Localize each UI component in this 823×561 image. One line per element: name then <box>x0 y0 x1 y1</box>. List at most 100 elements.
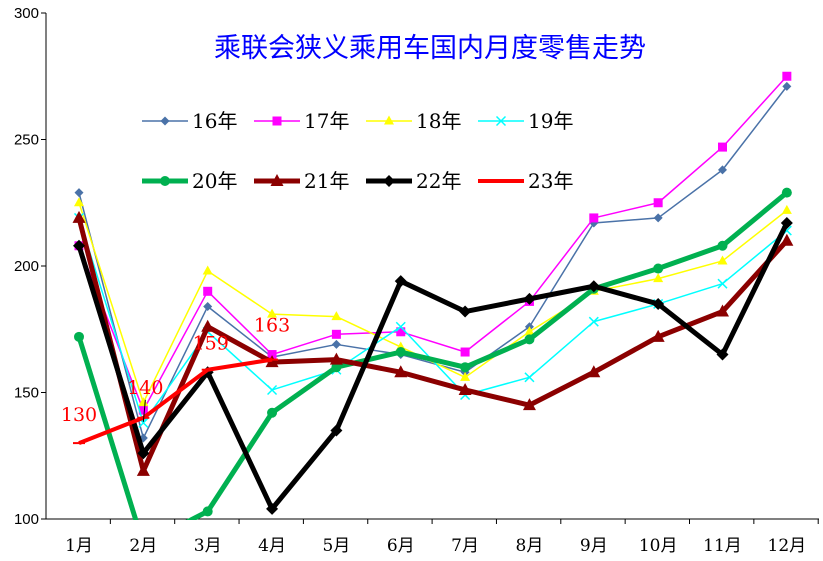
series-line <box>76 221 790 512</box>
data-point <box>202 265 213 275</box>
series-line <box>76 217 789 474</box>
data-point <box>717 240 728 251</box>
data-point <box>524 326 535 336</box>
data-point <box>460 371 471 381</box>
data-point <box>524 372 535 383</box>
data-point <box>138 397 149 407</box>
data-point <box>74 331 84 342</box>
legend-label: 23年 <box>528 169 573 193</box>
data-point <box>716 304 729 317</box>
data-point <box>331 339 341 349</box>
legend-item: 16年 <box>142 109 237 133</box>
x-tick-label: 9月 <box>580 536 608 556</box>
x-tick-label: 6月 <box>387 536 415 556</box>
data-point <box>394 275 407 288</box>
data-point <box>267 308 278 318</box>
legend-label: 19年 <box>528 109 573 133</box>
data-point <box>270 174 284 186</box>
data-point <box>160 116 170 126</box>
data-point <box>395 321 406 332</box>
data-point <box>201 319 215 332</box>
annotations: 130 140 159 163 <box>61 315 290 426</box>
data-point <box>72 210 86 223</box>
data-point <box>331 311 342 321</box>
legend: 16年 17年 18年 19年 20年 21年 22年 23年 <box>142 109 573 193</box>
data-point <box>267 350 277 360</box>
label-leader-line <box>142 399 146 422</box>
data-point <box>329 352 343 365</box>
data-point <box>331 329 341 339</box>
legend-label: 22年 <box>416 169 461 193</box>
x-tick-label: 1月 <box>65 536 93 556</box>
data-point <box>780 216 793 229</box>
data-point <box>717 255 728 265</box>
data-point <box>524 334 535 345</box>
legend-label: 16年 <box>192 109 237 133</box>
data-point <box>781 204 792 214</box>
data-point <box>718 142 727 152</box>
legend-item: 19年 <box>478 109 573 133</box>
data-point <box>522 398 536 411</box>
data-point <box>781 187 792 198</box>
data-point <box>73 239 85 252</box>
x-tick-label: 10月 <box>639 536 678 556</box>
data-point <box>495 115 507 127</box>
data-point <box>653 198 663 208</box>
data-point <box>460 347 470 357</box>
data-point <box>523 292 536 305</box>
x-tick-label: 5月 <box>322 536 350 556</box>
legend-label: 21年 <box>304 169 349 193</box>
data-point <box>587 280 600 293</box>
series-line <box>78 75 788 411</box>
x-tick-label: 12月 <box>768 536 807 556</box>
data-point <box>587 365 601 378</box>
legend-label: 18年 <box>416 109 461 133</box>
data-point <box>138 405 148 415</box>
data-point <box>383 175 395 187</box>
y-tick-label: 150 <box>14 385 39 402</box>
data-point <box>458 382 472 395</box>
data-point <box>718 165 727 175</box>
x-tick-label: 11月 <box>703 536 742 556</box>
data-point <box>588 316 599 327</box>
series-line <box>78 357 273 445</box>
legend-item: 17年 <box>254 109 349 133</box>
legend-item: 23年 <box>478 169 573 193</box>
legend-item: 18年 <box>366 109 461 133</box>
series-layer <box>72 71 794 520</box>
chart-title: 乘联会狭义乘用车国内月度零售走势 <box>214 33 646 64</box>
data-point <box>267 384 278 396</box>
data-point <box>266 502 279 515</box>
data-point <box>74 188 84 198</box>
legend-label: 20年 <box>192 169 237 193</box>
data-point <box>717 278 728 289</box>
data-point <box>782 71 792 81</box>
data-point <box>394 365 408 378</box>
data-point <box>589 213 599 223</box>
legend-label: 17年 <box>304 109 349 133</box>
y-tick-label: 100 <box>14 511 39 528</box>
x-tick-label: 2月 <box>129 536 157 556</box>
data-point <box>384 115 394 125</box>
legend-item: 20年 <box>142 169 237 193</box>
data-point <box>203 301 213 311</box>
data-point <box>460 362 471 373</box>
data-point <box>203 286 213 296</box>
data-point <box>74 197 84 207</box>
data-point <box>652 297 665 310</box>
legend-item: 22年 <box>366 169 461 193</box>
data-point <box>653 213 663 223</box>
data-point <box>653 273 664 283</box>
data-point <box>396 327 406 337</box>
x-tick-label: 7月 <box>451 536 479 556</box>
data-point <box>331 362 342 373</box>
data-label: 163 <box>254 315 290 337</box>
series-20年 <box>74 187 792 520</box>
series-22年 <box>73 216 793 515</box>
x-tick-label: 3月 <box>194 536 222 556</box>
data-point <box>136 463 150 476</box>
data-point <box>330 424 343 437</box>
data-point <box>272 116 282 126</box>
